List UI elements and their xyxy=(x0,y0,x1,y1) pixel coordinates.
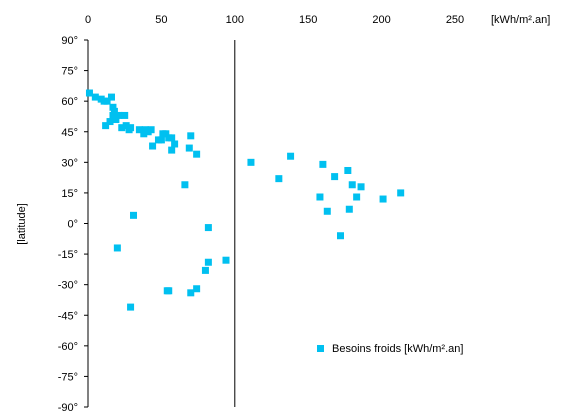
data-point xyxy=(163,287,171,295)
x-tick-label: 250 xyxy=(446,14,464,26)
data-point xyxy=(112,116,120,124)
y-tick-label: 15° xyxy=(61,188,78,200)
x-tick-label: 100 xyxy=(226,14,244,26)
data-point xyxy=(107,93,115,101)
y-tick-label: 45° xyxy=(61,127,78,139)
data-point xyxy=(193,150,201,158)
data-point xyxy=(379,195,387,203)
data-point xyxy=(204,224,212,232)
data-point xyxy=(109,111,117,119)
x-tick-label: 0 xyxy=(85,14,91,26)
data-point xyxy=(85,89,93,97)
data-point xyxy=(275,175,283,183)
data-point xyxy=(348,181,356,189)
data-point xyxy=(103,97,111,105)
data-point xyxy=(353,193,361,201)
data-point xyxy=(168,146,176,154)
y-tick-label: -15° xyxy=(58,249,78,261)
y-tick-label: -30° xyxy=(58,280,78,292)
data-point xyxy=(121,111,129,119)
data-point xyxy=(204,258,212,266)
data-point xyxy=(106,118,114,126)
x-tick-label: 50 xyxy=(155,14,167,26)
data-point xyxy=(193,285,201,293)
data-point xyxy=(222,256,230,264)
data-point xyxy=(127,303,135,311)
y-tick-label: -60° xyxy=(58,341,78,353)
y-tick-label: -90° xyxy=(58,402,78,414)
y-tick-label: 30° xyxy=(61,157,78,169)
data-point xyxy=(127,124,135,132)
x-tick-label: 200 xyxy=(372,14,390,26)
data-point xyxy=(316,193,324,201)
data-point xyxy=(357,183,365,191)
data-point xyxy=(187,132,195,140)
y-tick-label: 90° xyxy=(61,35,78,47)
data-point xyxy=(113,244,121,252)
data-point xyxy=(147,126,155,134)
y-tick-label: 0° xyxy=(67,219,78,231)
data-point xyxy=(102,122,110,130)
data-point xyxy=(187,289,195,297)
y-tick-labels: 90° 75° 60° 45° 30° 15° 0° -15° -30° -45° -60° -75°… xyxy=(58,35,88,414)
x-axis-label: [kWh/m².an] xyxy=(491,14,550,26)
data-point xyxy=(110,107,118,115)
y-axis-label: [latitude] xyxy=(16,203,28,245)
data-point xyxy=(91,93,99,101)
x-tick-labels: 0 50 100 150 200 250 xyxy=(85,14,464,26)
data-point xyxy=(181,181,189,189)
data-point xyxy=(287,152,295,160)
data-point xyxy=(344,166,352,174)
y-tick-label: -45° xyxy=(58,310,78,322)
data-point xyxy=(162,130,170,138)
y-tick-label: -75° xyxy=(58,371,78,383)
data-point xyxy=(122,122,130,130)
legend-marker xyxy=(317,345,324,352)
x-tick-label: 150 xyxy=(299,14,317,26)
data-point xyxy=(118,124,126,132)
data-point xyxy=(140,130,148,138)
data-point xyxy=(168,134,176,142)
data-point xyxy=(149,142,157,150)
data-point xyxy=(319,160,327,168)
legend: Besoins froids [kWh/m².an] xyxy=(240,328,540,368)
legend-box xyxy=(240,328,540,368)
data-point xyxy=(397,189,405,197)
data-point xyxy=(247,158,255,166)
data-point xyxy=(331,173,339,181)
data-points xyxy=(85,89,405,311)
y-tick-label: 60° xyxy=(61,96,78,108)
data-point xyxy=(323,207,331,215)
data-point xyxy=(130,211,138,219)
data-point xyxy=(115,111,123,119)
data-point xyxy=(345,205,353,213)
data-point xyxy=(185,144,193,152)
legend-label: Besoins froids [kWh/m².an] xyxy=(332,343,463,355)
data-point xyxy=(201,266,209,274)
data-point xyxy=(157,136,165,144)
data-point xyxy=(135,126,143,134)
data-point xyxy=(336,232,344,240)
y-tick-label: 75° xyxy=(61,66,78,78)
data-point xyxy=(109,103,117,111)
data-point xyxy=(171,140,179,148)
